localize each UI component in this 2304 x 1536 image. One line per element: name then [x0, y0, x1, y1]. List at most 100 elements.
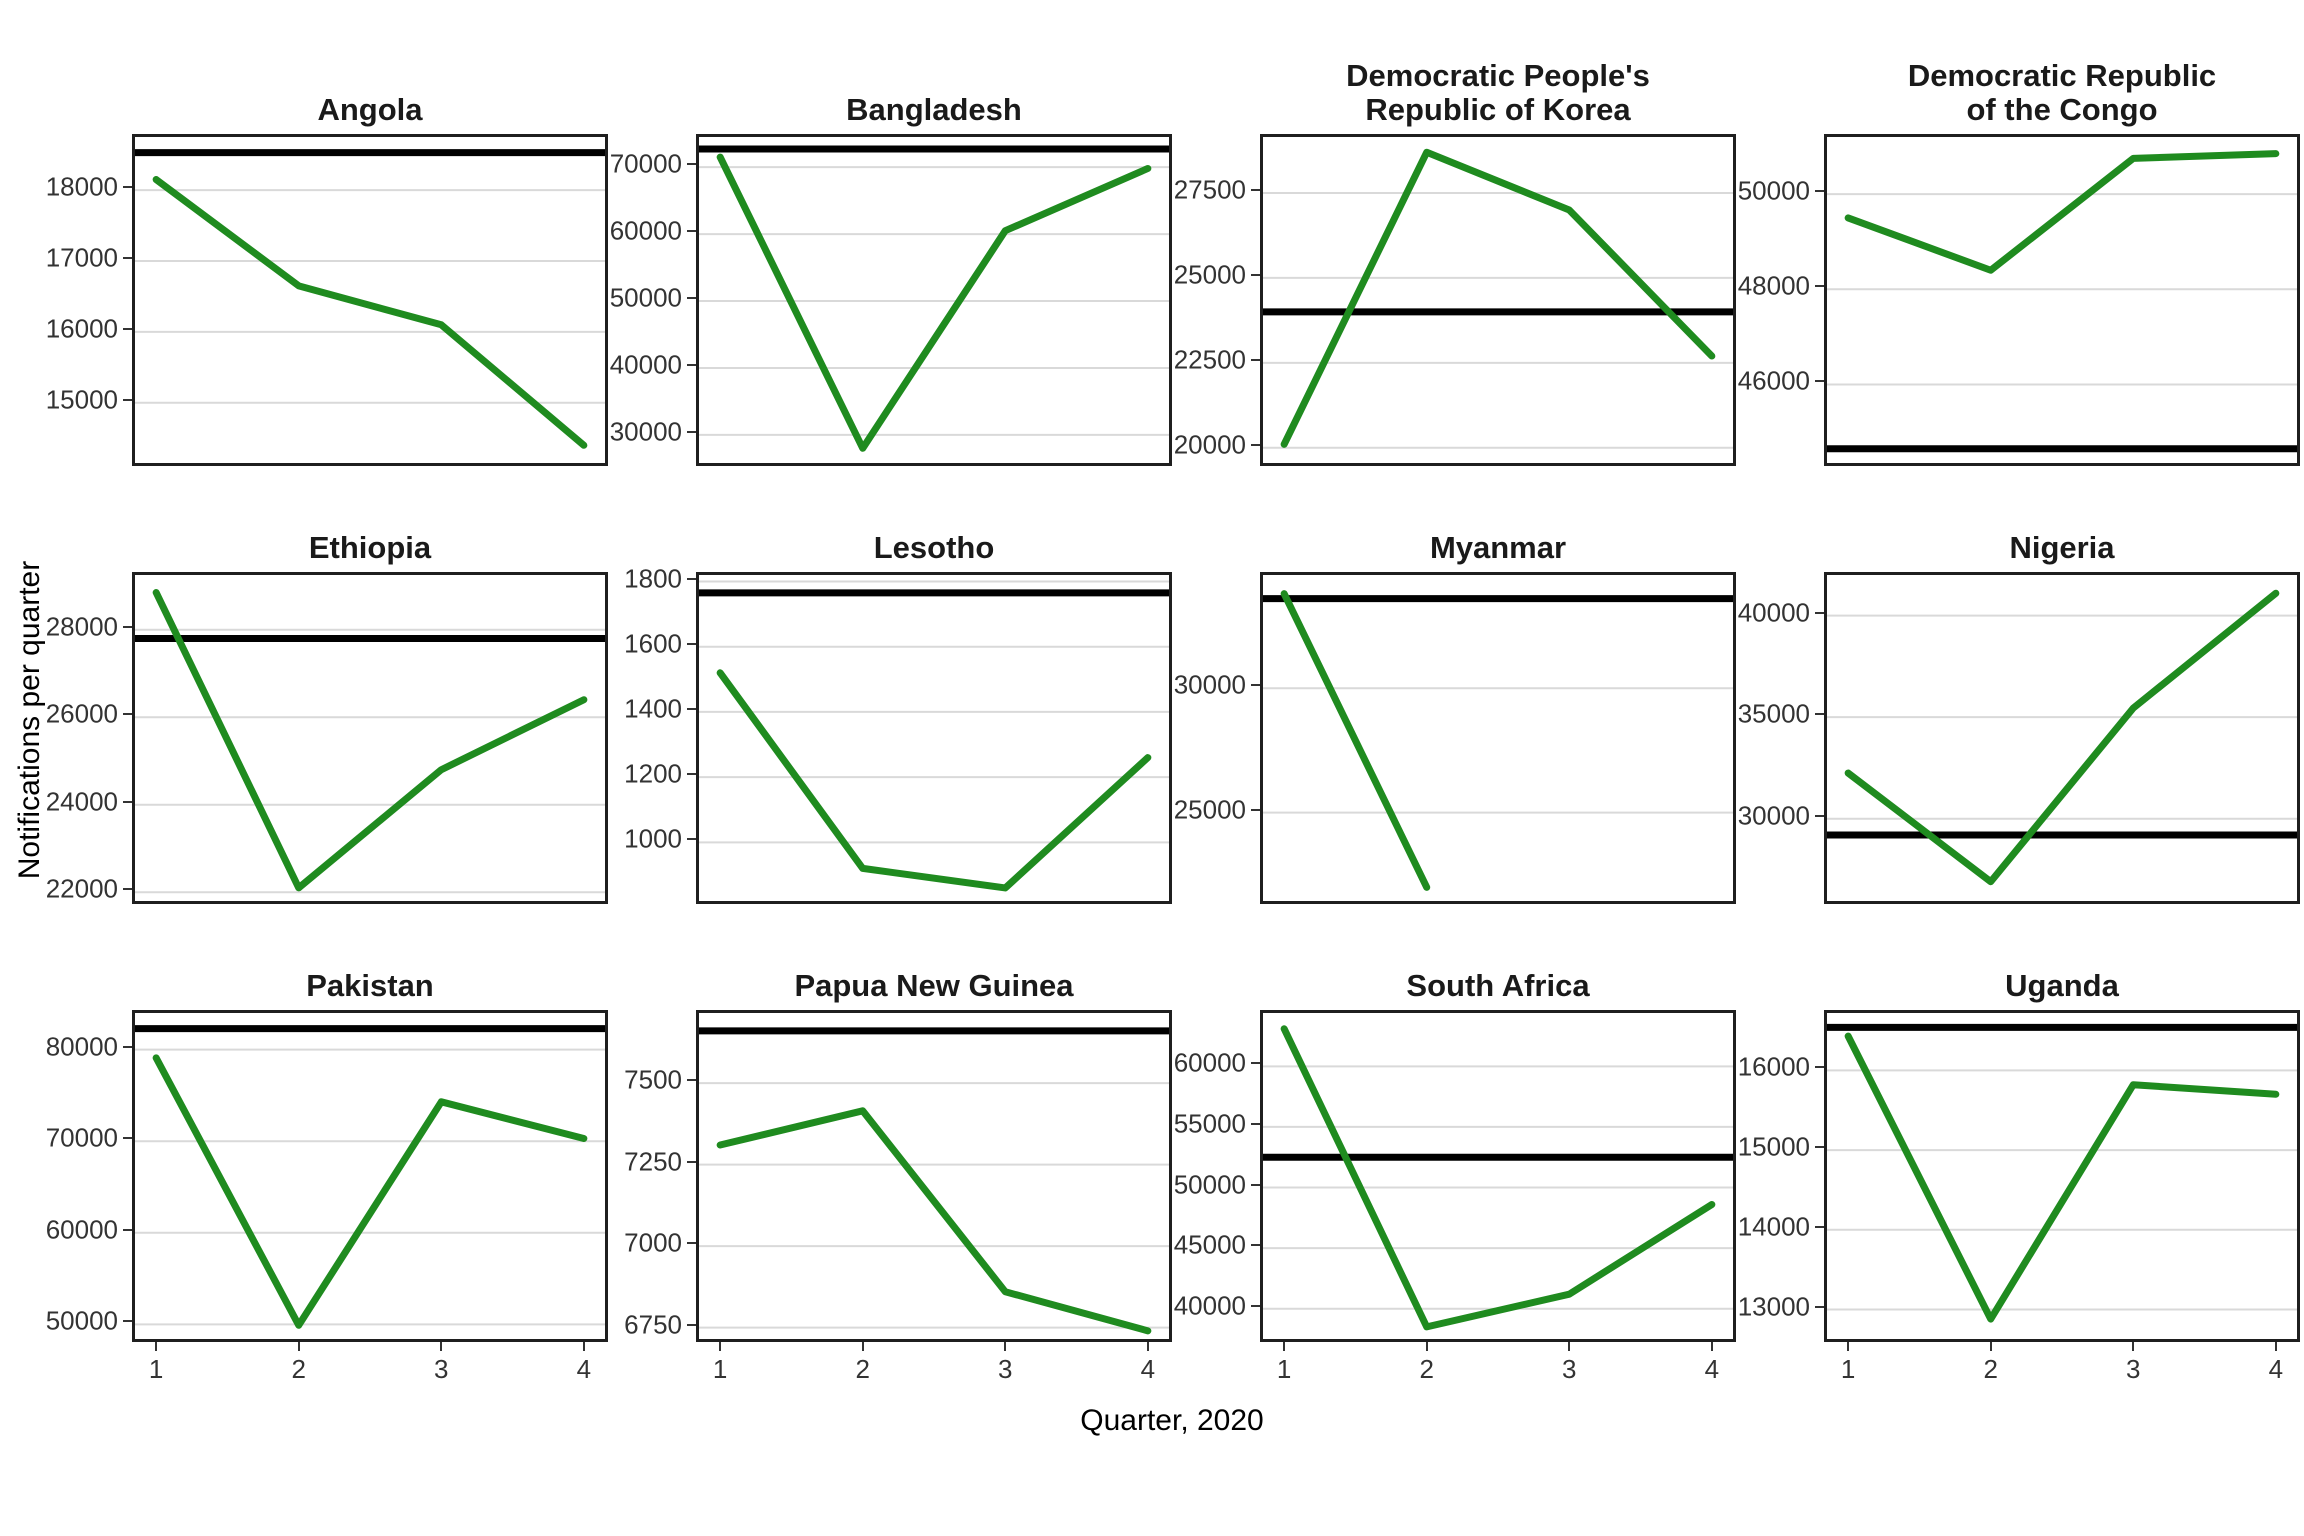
panel-body: 6750 7000 7250 7500 [608, 1010, 1172, 1342]
panel-body: 30000 35000 40000 [1736, 572, 2300, 904]
y-tick-label: 40000 [1737, 597, 1810, 628]
x-tick-label: 1 [1276, 1354, 1292, 1384]
y-axis-ticks: 13000 14000 15000 16000 [1736, 1010, 1824, 1342]
plot-area [696, 1010, 1172, 1342]
y-tick-mark [1251, 1304, 1260, 1307]
y-tick-label: 80000 [45, 1031, 118, 1062]
plot-canvas [699, 580, 1169, 892]
y-tick-label: 1400 [624, 693, 682, 724]
x-tick-label: 3 [434, 1354, 449, 1384]
series-line [716, 153, 1152, 452]
y-tick-label: 45000 [1173, 1229, 1246, 1260]
panel-papua-new-guinea: Papua New Guinea 6750 7000 7250 7500 1 2 3 4 [608, 928, 1172, 1388]
y-tick-mark [1815, 285, 1824, 288]
series-line [1280, 590, 1431, 891]
plot-area [132, 1010, 608, 1342]
y-tick-mark [687, 1079, 696, 1082]
series-line [1280, 148, 1716, 448]
panel-body: 22000 24000 26000 28000 [44, 572, 608, 904]
plot-area [1260, 134, 1736, 466]
y-axis-ticks: 1000 1200 1400 1600 1800 [608, 563, 696, 904]
y-axis-ticks: 22000 24000 26000 28000 [44, 572, 132, 904]
y-tick-mark [1815, 611, 1824, 614]
y-tick-mark [687, 577, 696, 580]
panels-grid: Angola 15000 16000 17000 18000 Bangladesh 3000… [44, 52, 2300, 1388]
y-tick-mark [1251, 1062, 1260, 1065]
y-tick-mark [123, 713, 132, 716]
panel-title: Angola [317, 92, 423, 128]
y-axis-ticks: 30000 35000 40000 [1736, 572, 1824, 904]
y-tick-label: 25000 [1173, 259, 1246, 290]
plot-canvas [135, 1025, 605, 1329]
panel-title: Bangladesh [846, 92, 1022, 128]
y-tick-mark [687, 230, 696, 233]
y-tick-mark [123, 327, 132, 330]
plot-canvas [1827, 589, 2297, 886]
y-tick-label: 30000 [1737, 800, 1810, 831]
y-tick-label: 15000 [1737, 1131, 1810, 1162]
x-tick-label: 3 [1562, 1354, 1577, 1384]
panel-title: Papua New Guinea [794, 968, 1074, 1004]
panel-ethiopia: Ethiopia 22000 24000 26000 28000 [44, 490, 608, 904]
y-tick-mark [1815, 1305, 1824, 1308]
y-tick-mark [123, 1228, 132, 1231]
y-tick-label: 24000 [45, 786, 118, 817]
y-tick-label: 7000 [624, 1227, 682, 1258]
series-line [716, 669, 1152, 892]
panel-title: Myanmar [1429, 530, 1567, 566]
y-tick-label: 60000 [1173, 1047, 1246, 1078]
x-tick-mark [1710, 1342, 1713, 1351]
series-line [152, 176, 588, 449]
x-tick-label: 1 [1840, 1354, 1856, 1384]
y-tick-label: 22500 [1173, 344, 1246, 375]
panel-myanmar: Myanmar 25000 30000 [1172, 490, 1736, 904]
panel-democratic-people-s-republic-of-korea: Democratic People's Republic of Korea 200… [1172, 52, 1736, 466]
x-axis-title: Quarter, 2020 [1080, 1404, 1264, 1437]
y-axis-ticks: 30000 40000 50000 60000 70000 [608, 134, 696, 466]
plot-canvas [699, 1027, 1169, 1335]
x-tick-mark [1425, 1342, 1428, 1351]
y-tick-mark [1251, 189, 1260, 192]
y-tick-mark [1251, 443, 1260, 446]
y-tick-mark [1815, 1066, 1824, 1069]
y-tick-label: 13000 [1737, 1291, 1810, 1321]
x-tick-label: 3 [998, 1354, 1013, 1384]
panel-nigeria: Nigeria 30000 35000 40000 [1736, 490, 2300, 904]
x-tick-label: 4 [2268, 1354, 2284, 1384]
plot-canvas [1827, 1023, 2297, 1323]
y-tick-mark [123, 888, 132, 891]
y-tick-label: 55000 [1173, 1108, 1246, 1139]
panel-south-africa: South Africa 40000 45000 50000 55000 60000 1 2 3… [1172, 928, 1736, 1388]
x-tick-mark [2132, 1342, 2135, 1351]
y-tick-mark [123, 1045, 132, 1048]
x-tick-mark [861, 1342, 864, 1351]
y-tick-mark [123, 186, 132, 189]
y-tick-mark [1815, 1146, 1824, 1149]
x-tick-label: 4 [576, 1354, 592, 1384]
series-line [1844, 150, 2280, 274]
panel-body: 15000 16000 17000 18000 [44, 134, 608, 466]
y-tick-label: 16000 [45, 313, 118, 344]
y-tick-label: 22000 [45, 873, 118, 904]
x-axis-ticks: 1 2 3 4 [132, 1342, 608, 1388]
x-tick-label: 1 [148, 1354, 164, 1384]
plot-canvas [1827, 150, 2297, 453]
plot-area [132, 134, 608, 466]
panel-body: 30000 40000 50000 60000 70000 [608, 134, 1172, 466]
x-tick-mark [582, 1342, 585, 1351]
y-tick-mark [1251, 358, 1260, 361]
panel-democratic-republic-of-the-congo: Democratic Republic of the Congo 46000 480… [1736, 52, 2300, 466]
y-tick-label: 1800 [624, 563, 682, 594]
panel-title: South Africa [1406, 968, 1590, 1004]
y-tick-mark [1815, 1225, 1824, 1228]
panel-title: Ethiopia [308, 530, 432, 566]
x-tick-label: 2 [855, 1354, 870, 1384]
y-tick-label: 70000 [45, 1122, 118, 1153]
x-tick-mark [1283, 1342, 1286, 1351]
y-tick-mark [1815, 190, 1824, 193]
y-tick-mark [1815, 713, 1824, 716]
y-tick-mark [123, 257, 132, 260]
panel-body: 46000 48000 50000 [1736, 134, 2300, 466]
series-line [1844, 589, 2280, 886]
